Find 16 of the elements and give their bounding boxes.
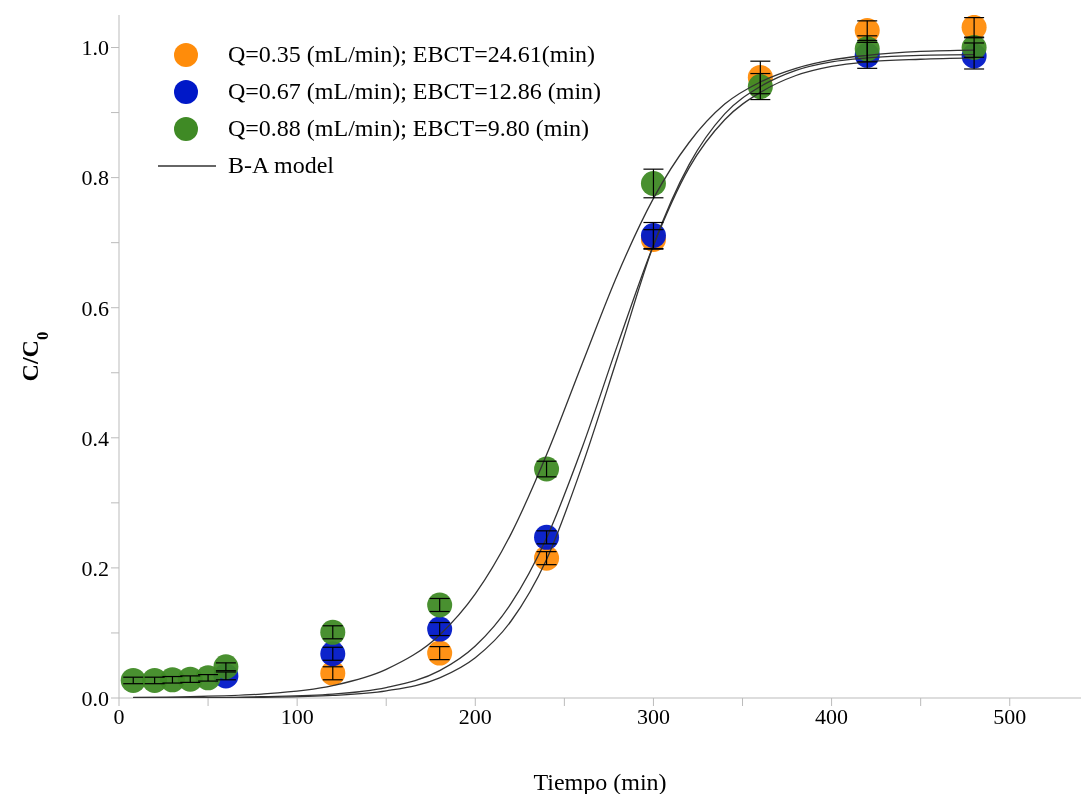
y-tick-label: 0.4 bbox=[81, 425, 109, 451]
legend-label: Q=0.35 (mL/min); EBCT=24.61(min) bbox=[228, 40, 596, 69]
x-tick-label: 300 bbox=[636, 703, 670, 729]
legend-label: B-A model bbox=[228, 151, 334, 180]
x-tick-label: 400 bbox=[815, 703, 849, 729]
legend-label: Q=0.67 (mL/min); EBCT=12.86 (min) bbox=[228, 77, 602, 106]
x-tick-label: 500 bbox=[993, 703, 1027, 729]
y-tick-label: 1.0 bbox=[81, 35, 109, 61]
x-tick-label: 100 bbox=[280, 703, 314, 729]
legend-label: Q=0.88 (mL/min); EBCT=9.80 (min) bbox=[228, 114, 590, 143]
y-tick-label: 0.8 bbox=[81, 165, 109, 191]
y-tick-label: 0.0 bbox=[81, 685, 109, 711]
x-tick-label: 0 bbox=[113, 703, 125, 729]
x-tick-label: 200 bbox=[458, 703, 492, 729]
y-tick-label: 0.2 bbox=[81, 555, 109, 581]
y-tick-label: 0.6 bbox=[81, 295, 109, 321]
